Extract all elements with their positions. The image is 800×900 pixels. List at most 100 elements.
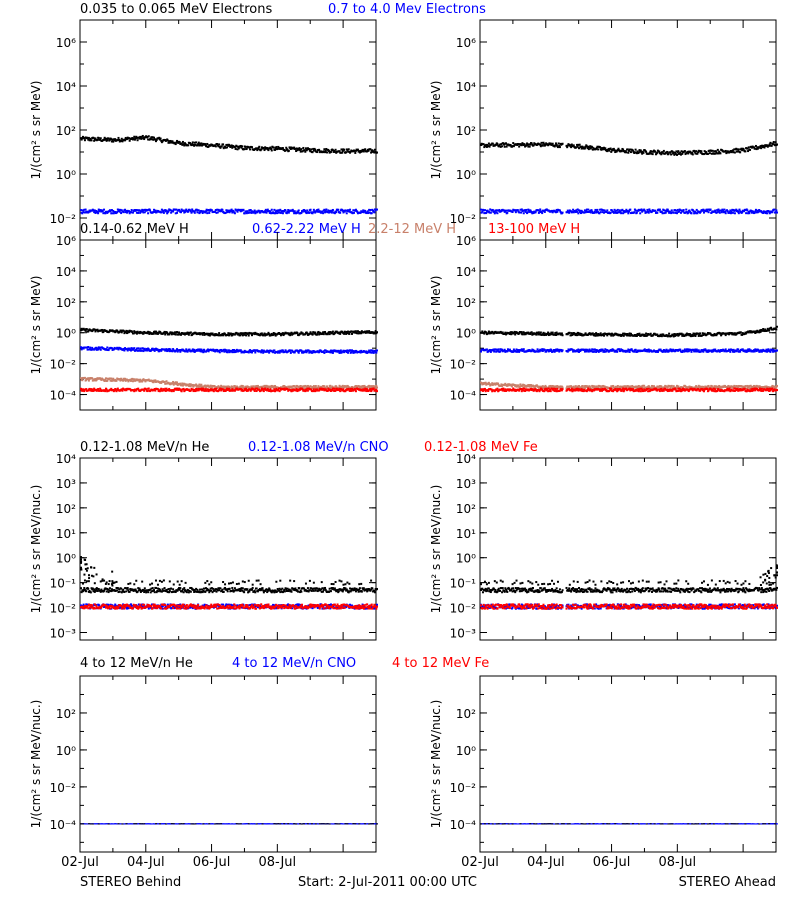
data-point [265,384,268,387]
data-point [695,385,698,388]
data-point [274,384,277,387]
data-point [329,351,332,354]
data-point [531,333,534,336]
data-point [251,146,254,149]
data-point [603,350,606,353]
data-point [546,332,549,335]
data-point [104,212,107,215]
data-point [658,385,661,388]
data-point [147,387,150,390]
data-point [316,151,319,154]
data-point [354,149,357,152]
data-point [289,349,292,352]
data-point [747,386,750,389]
data-point [615,349,618,352]
data-point [666,150,669,153]
data-point [295,389,298,392]
data-point [566,333,569,336]
data-point [250,332,253,335]
data-point [89,346,92,349]
data-point [349,387,352,390]
data-point [255,147,258,150]
data-point [176,211,179,214]
y-tick-label: 10⁴ [456,80,476,94]
data-point [163,380,166,383]
data-point [209,388,212,391]
data-point [755,350,758,353]
data-point [108,377,111,380]
data-point [237,333,240,336]
data-point [100,378,103,381]
data-point [82,347,85,350]
data-point [127,380,130,383]
data-point [268,333,271,336]
data-point [741,211,744,214]
data-point [370,389,373,392]
data-point [672,211,675,214]
data-point [579,209,582,212]
data-point [327,209,330,212]
data-point [539,208,542,211]
data-point [766,145,769,148]
data-point [769,350,772,353]
data-point [354,385,357,388]
data-point [696,152,699,155]
data-point [723,208,726,211]
y-tick-label: 10⁴ [56,80,76,94]
data-point [677,385,680,388]
data-point [141,347,144,350]
data-point [720,386,723,389]
data-point [200,383,203,386]
data-point [708,152,711,155]
data-point [670,212,673,215]
data-point [535,350,538,353]
data-point [776,211,778,214]
data-point [610,209,613,212]
data-point [699,151,702,154]
data-point [204,386,207,389]
data-point [239,385,242,388]
data-point [493,350,496,353]
data-point [197,389,200,392]
data-point [603,209,606,212]
data-point [364,351,367,354]
data-point [503,348,506,351]
data-point [159,137,162,140]
data-point [702,153,705,156]
data-point [485,143,488,146]
data-point [688,209,691,212]
data-point [583,211,586,214]
data-point [540,385,543,388]
data-point [145,388,148,391]
data-point [112,212,115,215]
data-point [599,333,602,336]
data-point [131,331,134,334]
data-point [244,145,247,148]
data-point [324,151,327,154]
data-point [174,331,177,334]
data-point [537,385,540,388]
data-point [638,209,641,212]
data-point [179,382,182,385]
data-point [272,212,275,215]
data-point [168,332,171,335]
data-point [624,150,627,153]
data-point [120,212,123,215]
data-point [231,211,234,214]
data-point [91,346,94,349]
data-point [256,384,259,387]
data-point [560,332,563,335]
data-point [231,146,234,149]
data-point [603,334,606,337]
data-point [762,145,765,148]
data-point [635,334,638,337]
data-point [132,332,135,335]
data-point [720,334,723,337]
data-point [312,208,315,211]
data-point [539,143,542,146]
data-point [187,383,190,386]
data-point [320,211,323,214]
data-point [356,330,359,333]
legend-electrons-0: 0.035 to 0.065 MeV Electrons [80,2,272,17]
